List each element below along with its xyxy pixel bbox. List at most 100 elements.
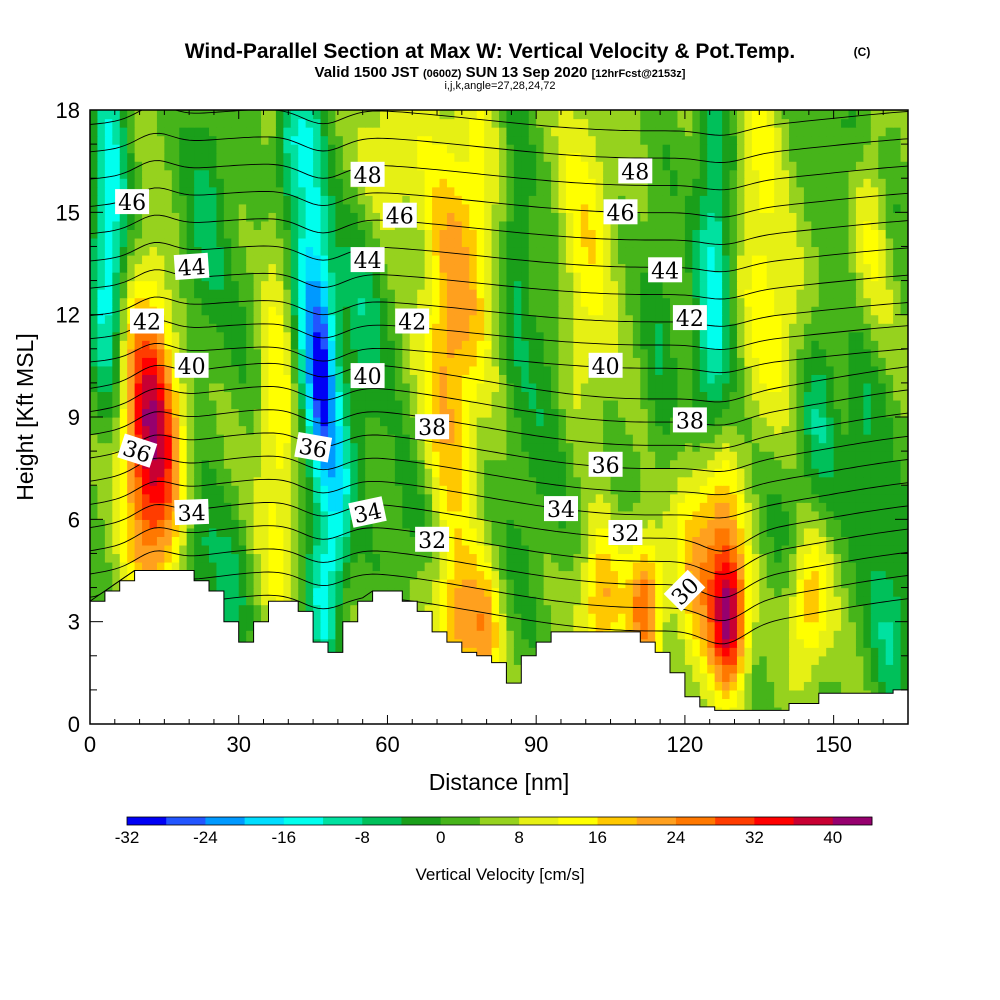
vv-cell — [446, 493, 455, 503]
vv-cell — [387, 536, 396, 546]
vv-cell — [744, 527, 753, 537]
vv-cell — [327, 442, 336, 452]
vv-cell — [409, 553, 418, 563]
vv-cell — [729, 681, 738, 691]
vv-cell — [885, 613, 894, 623]
vv-cell — [179, 408, 188, 418]
vv-cell — [789, 536, 798, 546]
vv-cell — [878, 570, 887, 580]
vv-cell — [692, 655, 701, 665]
vv-cell — [253, 596, 262, 606]
vv-cell — [469, 485, 478, 495]
vv-cell — [223, 596, 232, 606]
vv-cell — [900, 485, 908, 495]
vv-cell — [759, 681, 768, 691]
vv-cell — [335, 399, 344, 410]
vv-cell — [461, 365, 470, 375]
vv-cell — [164, 442, 173, 452]
vv-cell — [506, 476, 515, 486]
vv-cell — [818, 365, 827, 375]
vv-cell — [655, 374, 664, 384]
vv-cell — [670, 382, 679, 393]
vv-cell — [543, 587, 552, 597]
vv-cell — [714, 664, 723, 674]
vv-cell — [231, 331, 240, 341]
vv-cell — [506, 647, 515, 657]
vv-cell — [684, 434, 693, 444]
vv-cell — [305, 348, 314, 358]
vv-cell — [350, 596, 359, 606]
vv-cell — [112, 417, 121, 427]
vv-cell — [275, 434, 284, 444]
vv-cell — [186, 536, 195, 546]
vv-cell — [707, 655, 716, 665]
vv-cell — [142, 434, 151, 444]
vv-cell — [394, 510, 403, 520]
vv-cell — [558, 553, 567, 563]
vv-cell — [625, 365, 634, 375]
vv-cell — [848, 399, 857, 410]
vv-cell — [439, 510, 448, 520]
vv-cell — [394, 493, 403, 503]
vv-cell — [729, 485, 738, 495]
vv-cell — [119, 485, 128, 495]
vv-cell — [573, 399, 582, 410]
vv-cell — [536, 442, 545, 452]
vv-cell — [372, 536, 381, 546]
vv-cell — [380, 561, 389, 572]
vv-cell — [670, 613, 679, 623]
vv-cell — [736, 664, 745, 674]
vv-cell — [194, 391, 203, 401]
vv-cell — [231, 519, 240, 529]
vv-cell — [744, 374, 753, 384]
vv-cell — [893, 596, 902, 606]
vv-cell — [484, 544, 493, 555]
vv-cell — [335, 502, 344, 512]
vv-cell — [372, 340, 381, 350]
vv-cell — [149, 357, 158, 367]
vv-cell — [558, 519, 567, 529]
vv-cell — [751, 365, 760, 375]
vv-cell — [365, 442, 374, 452]
vv-cell — [268, 596, 277, 606]
vv-cell — [365, 399, 374, 410]
vv-cell — [603, 391, 612, 401]
vv-cell — [171, 408, 180, 418]
vv-cell — [558, 596, 567, 606]
vv-cell — [454, 417, 463, 427]
vv-cell — [893, 459, 902, 469]
vv-cell — [491, 434, 500, 444]
vv-cell — [759, 689, 768, 700]
vv-cell — [446, 561, 455, 572]
vv-cell — [543, 357, 552, 367]
vv-cell — [290, 442, 299, 452]
vv-cell — [261, 587, 270, 597]
vv-cell — [692, 596, 701, 606]
vv-cell — [759, 630, 768, 640]
vv-cell — [684, 365, 693, 375]
vv-cell — [313, 425, 322, 435]
vv-cell — [855, 672, 864, 682]
vv-cell — [231, 553, 240, 563]
vv-cell — [521, 579, 530, 589]
vv-cell — [97, 357, 106, 367]
vv-cell — [781, 476, 790, 486]
vv-cell — [350, 425, 359, 435]
vv-cell — [380, 544, 389, 555]
vv-cell — [208, 519, 218, 529]
vv-cell — [216, 519, 225, 529]
copyright-mark: (C) — [854, 45, 871, 59]
vv-cell — [201, 570, 210, 580]
vv-cell — [789, 357, 798, 367]
vv-cell — [766, 681, 775, 691]
vv-cell — [171, 382, 180, 393]
vv-cell — [521, 519, 530, 529]
vv-cell — [380, 408, 389, 418]
vv-cell — [826, 519, 835, 529]
vv-cell — [394, 570, 403, 580]
vv-cell — [826, 468, 835, 478]
vv-cell — [90, 459, 99, 469]
vv-cell — [632, 459, 641, 469]
vv-cell — [900, 510, 908, 520]
vv-cell — [692, 527, 701, 537]
